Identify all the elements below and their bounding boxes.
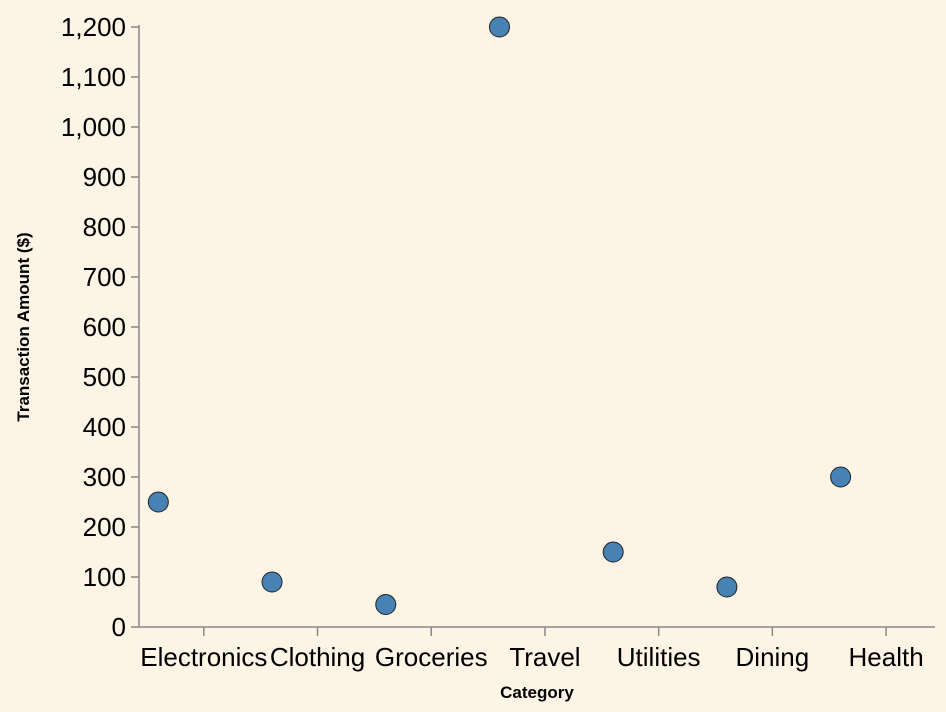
y-tick-label: 300 — [83, 462, 126, 492]
x-tick-label: Electronics — [140, 642, 267, 672]
y-tick-label: 900 — [83, 162, 126, 192]
y-axis-title: Transaction Amount ($) — [14, 232, 33, 421]
y-tick-label: 1,100 — [61, 62, 126, 92]
y-tick-label: 500 — [83, 362, 126, 392]
y-tick-label: 1,200 — [61, 12, 126, 42]
x-tick-label: Utilities — [617, 642, 701, 672]
y-tick-label: 600 — [83, 312, 126, 342]
data-point[interactable] — [147, 491, 169, 513]
y-tick-label: 0 — [112, 612, 126, 642]
data-point[interactable] — [375, 594, 397, 615]
x-tick-label: Travel — [509, 642, 580, 672]
data-point[interactable] — [602, 541, 624, 563]
y-axis: 0 100 200 300 400 500 600 700 800 900 1,000 1,100 1,… — [61, 12, 140, 642]
x-axis-title: Category — [500, 683, 574, 702]
y-tick-label: 1,000 — [61, 112, 126, 142]
y-tick-label: 200 — [83, 512, 126, 542]
data-point[interactable] — [261, 571, 283, 593]
data-point[interactable] — [716, 576, 738, 598]
y-tick-label: 700 — [83, 262, 126, 292]
data-points — [147, 16, 852, 615]
y-tick-label: 800 — [83, 212, 126, 242]
x-tick-label: Clothing — [270, 642, 365, 672]
x-tick-label: Groceries — [375, 642, 488, 672]
x-tick-label: Health — [849, 642, 924, 672]
data-point[interactable] — [488, 16, 510, 38]
data-point[interactable] — [830, 466, 852, 488]
y-tick-label: 100 — [83, 562, 126, 592]
x-axis: Electronics Clothing Groceries Travel Utilit… — [139, 626, 935, 672]
y-tick-label: 400 — [83, 412, 126, 442]
x-tick-label: Dining — [736, 642, 810, 672]
